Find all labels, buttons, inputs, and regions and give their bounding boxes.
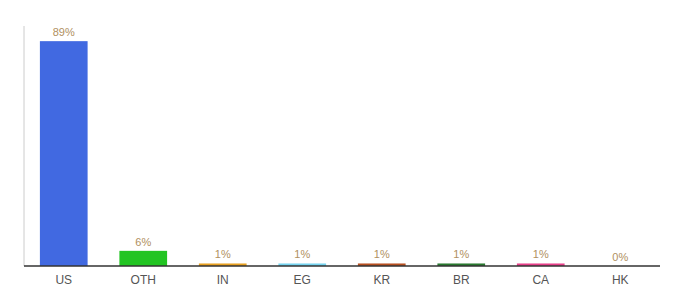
- x-tick-label: CA: [532, 273, 549, 287]
- data-label: 1%: [215, 248, 231, 260]
- bar: [40, 41, 88, 266]
- x-tick-label: KR: [373, 273, 390, 287]
- chart-container: 89% 6% 1% 1% 1% 1% 1% 0% US OTH IN EG KR BR CA HK: [0, 0, 680, 300]
- data-label: 89%: [53, 26, 75, 38]
- bars: [40, 41, 565, 266]
- x-axis-line: [24, 265, 660, 267]
- x-tick-label: HK: [612, 273, 629, 287]
- data-label: 1%: [294, 248, 310, 260]
- x-tick-label: EG: [294, 273, 311, 287]
- data-label: 0%: [612, 251, 628, 263]
- x-tick-label: US: [55, 273, 72, 287]
- data-label: 6%: [135, 236, 151, 248]
- data-label: 1%: [453, 248, 469, 260]
- x-tick-label: OTH: [131, 273, 156, 287]
- data-label: 1%: [533, 248, 549, 260]
- y-axis-line: [24, 26, 25, 266]
- data-label: 1%: [374, 248, 390, 260]
- x-tick-label: BR: [453, 273, 470, 287]
- chart-svg: 89% 6% 1% 1% 1% 1% 1% 0% US OTH IN EG KR BR CA HK: [0, 0, 680, 300]
- x-tick-label: IN: [217, 273, 229, 287]
- bar: [119, 251, 167, 266]
